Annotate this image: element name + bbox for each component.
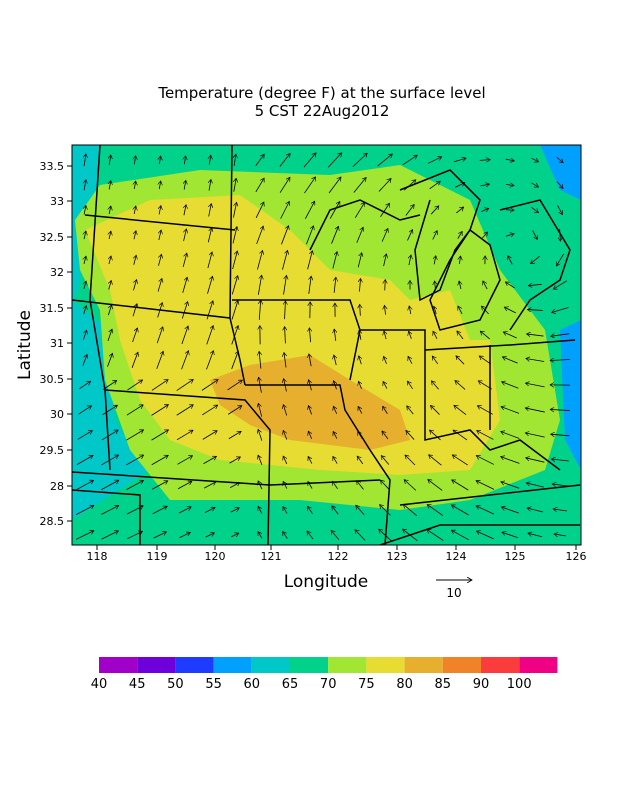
y-tick-label: 32.5	[40, 231, 65, 244]
y-tick-label: 31	[50, 337, 64, 350]
y-tick-label: 30	[50, 408, 64, 421]
x-tick-label: 123	[387, 550, 408, 563]
legend-swatch	[99, 657, 137, 673]
legend-label: 75	[358, 677, 375, 692]
legend-swatch	[481, 657, 519, 673]
x-tick-label: 124	[446, 550, 467, 563]
x-tick-label: 118	[87, 550, 108, 563]
y-tick-label: 32	[50, 266, 64, 279]
legend-swatch	[290, 657, 328, 673]
legend-label: 90	[473, 677, 490, 692]
y-tick-label: 31.5	[40, 302, 65, 315]
legend-swatch	[137, 657, 175, 673]
legend-label: 100	[507, 677, 532, 692]
legend-label: 70	[320, 677, 337, 692]
legend-label: 65	[282, 677, 299, 692]
legend-swatch	[519, 657, 557, 673]
x-tick-label: 120	[205, 550, 226, 563]
legend-swatch	[405, 657, 443, 673]
y-tick-label: 33	[50, 195, 64, 208]
legend-label: 55	[205, 677, 222, 692]
x-tick-label: 122	[328, 550, 349, 563]
legend-label: 50	[167, 677, 184, 692]
reference-label: 10	[446, 586, 461, 600]
x-tick-label: 126	[566, 550, 587, 563]
legend-label: 80	[396, 677, 413, 692]
legend-label: 85	[435, 677, 452, 692]
legend-swatch	[366, 657, 404, 673]
legend-swatch	[214, 657, 252, 673]
y-tick-label: 28	[50, 480, 64, 493]
y-axis-label: Latitude	[15, 310, 35, 380]
legend-label: 60	[244, 677, 261, 692]
y-tick-label: 33.5	[40, 160, 65, 173]
temperature-field	[72, 145, 581, 545]
legend-swatch	[328, 657, 366, 673]
legend-label: 45	[129, 677, 146, 692]
title-line-2: 5 CST 22Aug2012	[255, 102, 390, 120]
legend-label: 40	[91, 677, 108, 692]
x-axis-label: Longitude	[284, 572, 369, 592]
y-tick-label: 29.5	[40, 444, 65, 457]
legend-swatch	[252, 657, 290, 673]
y-tick-label: 30.5	[40, 373, 65, 386]
title-line-1: Temperature (degree F) at the surface le…	[157, 84, 485, 102]
x-tick-label: 119	[147, 550, 168, 563]
y-tick-label: 28.5	[40, 515, 65, 528]
x-tick-label: 125	[505, 550, 526, 563]
x-tick-label: 121	[261, 550, 282, 563]
legend-swatch	[175, 657, 213, 673]
legend-swatch	[443, 657, 481, 673]
wind-arrow	[385, 280, 386, 291]
